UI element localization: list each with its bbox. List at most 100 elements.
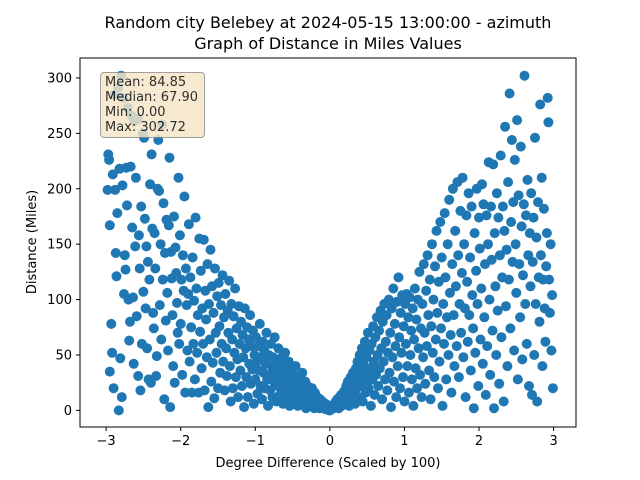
data-point [489,403,499,414]
data-point [394,332,405,343]
data-point [433,383,443,394]
data-point [239,303,250,314]
data-point [445,330,456,340]
data-point [120,264,131,275]
data-point [400,338,411,349]
data-point [412,383,423,394]
data-point [466,201,477,212]
data-point [535,99,546,110]
data-point [518,199,529,210]
data-point [158,198,169,209]
data-point [542,92,553,103]
data-point [382,385,393,396]
data-point [413,343,424,354]
data-point [149,228,160,239]
data-point [494,250,505,261]
data-point [206,376,217,387]
x-tick-label: 3 [549,434,557,449]
data-point [236,381,247,391]
data-point [402,361,413,372]
data-point [423,310,434,321]
data-point [503,274,514,285]
data-point [415,369,426,380]
data-point [183,219,194,230]
data-point [162,287,173,298]
data-point [233,392,244,403]
data-point [185,272,196,283]
data-point [104,366,115,377]
data-point [221,343,232,354]
data-point [380,336,391,347]
data-point [176,274,187,285]
data-point [146,149,157,160]
data-point [482,341,493,352]
data-point [479,312,490,323]
data-point [480,389,491,400]
data-point [500,121,511,132]
data-point [471,265,482,276]
data-point [488,159,499,170]
data-point [125,316,135,327]
data-point [140,303,151,314]
data-point [150,263,161,274]
data-point [141,241,152,252]
data-point [545,239,556,250]
data-point [518,270,528,281]
data-point [409,283,420,294]
data-point [199,385,210,396]
data-point [172,327,183,338]
data-point [421,341,432,352]
data-point [395,383,405,394]
data-point [183,289,194,299]
data-point [399,396,410,407]
data-point [468,323,479,334]
data-point [465,365,476,376]
data-point [503,177,514,188]
data-point [511,287,522,298]
data-point [297,367,308,378]
data-point [430,261,440,272]
data-point [387,352,398,363]
data-point [441,374,452,385]
data-point [478,199,489,210]
data-point [393,272,404,283]
data-point [169,377,180,388]
data-point [440,272,451,283]
x-tick-label: −2 [171,434,190,449]
data-point [493,212,504,223]
data-point [202,259,213,270]
data-point [515,141,526,152]
data-point [195,265,206,276]
data-point [385,327,396,338]
data-point [486,201,496,212]
data-point [419,327,430,338]
data-point [257,336,268,347]
data-point [167,310,178,321]
y-tick-label: 250 [47,127,72,142]
data-point [145,179,156,190]
data-point [174,338,185,349]
data-point [541,261,552,272]
data-point [261,327,272,338]
data-point [207,357,218,368]
data-point [434,356,445,367]
data-point [280,347,291,358]
data-point [189,374,200,385]
data-point [127,222,138,233]
data-point [219,385,230,396]
data-point [414,266,425,277]
y-tick-label: 150 [47,238,72,253]
data-point [384,367,395,378]
plot-area-frame [79,57,577,428]
data-point [428,294,439,305]
data-point [536,172,547,183]
data-point [164,152,175,163]
data-point [133,371,144,381]
data-point [438,299,449,309]
data-point [130,241,141,252]
data-point [472,299,483,309]
data-point [369,389,380,400]
chart-title-line-2: Graph of Distance in Miles Values [194,34,462,53]
data-point [474,243,485,254]
data-point [421,285,432,296]
